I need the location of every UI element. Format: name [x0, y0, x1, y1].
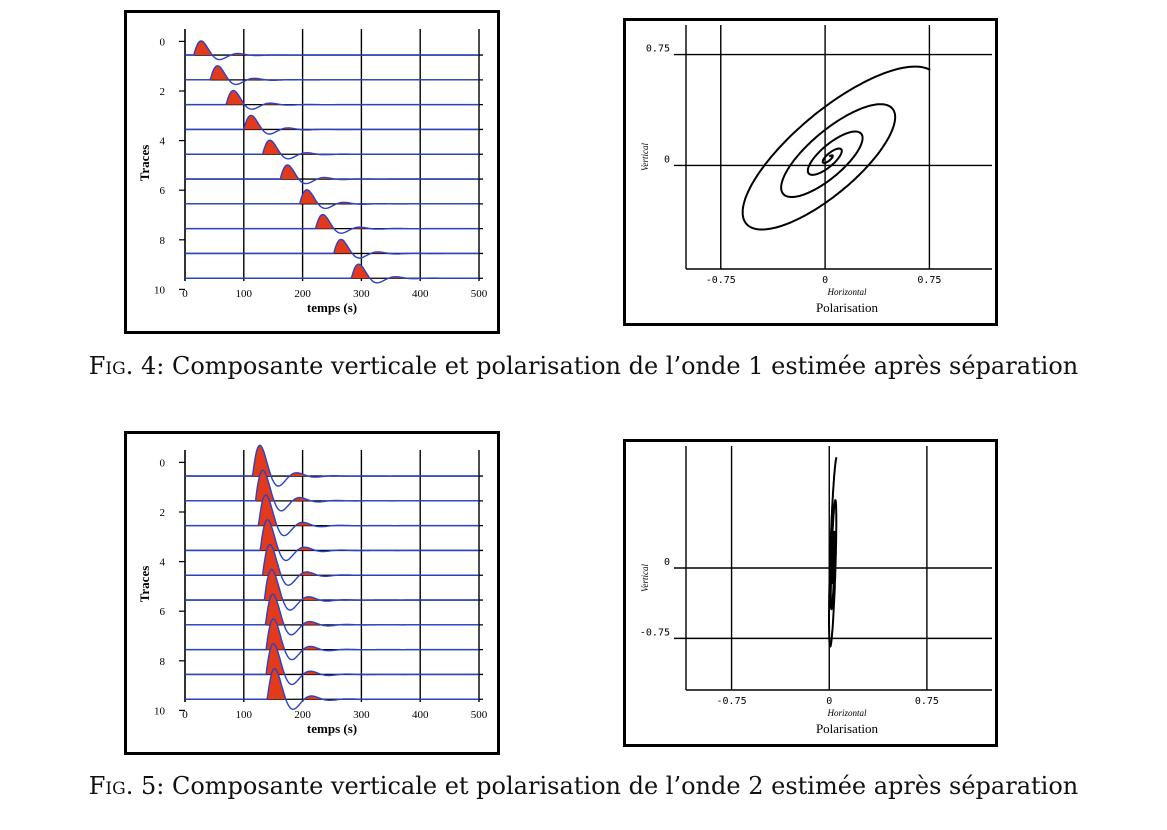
x-tick-label: 500	[471, 709, 488, 721]
trace-line-3	[185, 519, 479, 562]
fig5-polarisation-panel: -0.75 0 0.75 0 -0.75 Horizontal Polarisation Ve…	[623, 439, 998, 747]
y-tick-label: 0	[160, 457, 166, 469]
trace-line-5	[185, 164, 479, 185]
x-tick-label: 0	[182, 288, 188, 300]
y-tick-label: 6	[160, 185, 166, 197]
x-tick-label: 0	[822, 275, 828, 286]
y-axis-label: Vertical	[640, 143, 650, 171]
x-tick-label: 400	[412, 288, 429, 300]
y-tick-label: 6	[160, 606, 166, 618]
trace-fill-1	[210, 65, 293, 80]
fig5-caption-text: Composante verticale et polarisation de …	[171, 772, 1079, 800]
y-tick-label: -0.75	[640, 627, 670, 638]
x-tick-label: 200	[294, 709, 311, 721]
trace-fill-6	[299, 189, 382, 204]
trace-line-0	[185, 40, 479, 61]
x-tick-label: 500	[471, 288, 488, 300]
y-tick-label: 4	[160, 557, 166, 569]
x-axis-label: Horizontal	[826, 287, 867, 297]
x-tick-label: 100	[236, 709, 253, 721]
trace-line-6	[185, 189, 479, 210]
y-tick-label: 10	[154, 284, 166, 296]
trace-line-1	[185, 65, 479, 86]
x-tick-label: 0	[182, 709, 188, 721]
x-tick-label: -0.75	[706, 275, 736, 286]
trace-line-7	[185, 618, 479, 661]
trace-line-5	[185, 568, 479, 611]
y-tick-label: 0	[664, 557, 670, 568]
trace-line-4	[185, 139, 479, 160]
x-tick-label: 100	[236, 288, 253, 300]
trace-line-8	[185, 642, 479, 686]
x-tick-label: 200	[294, 288, 311, 300]
y-tick-label: 8	[160, 656, 166, 668]
fig5-caption: Fig. 5: Composante verticale et polarisa…	[0, 772, 1167, 800]
polarisation-trajectory	[828, 456, 838, 648]
fig4-caption-text: Composante verticale et polarisation de …	[171, 352, 1079, 380]
trace-line-0	[185, 444, 479, 487]
y-tick-label: 4	[160, 136, 166, 148]
y-axis-label: Traces	[137, 566, 152, 603]
y-tick-label: 2	[160, 507, 166, 519]
fig5-traces-chart: 0 100 200 300 400 500 0 2 4 6 8 10 temps (s) Traces	[137, 444, 488, 736]
trace-line-9	[185, 667, 479, 710]
fig4-caption: Fig. 4: Composante verticale et polarisa…	[0, 352, 1167, 380]
fig4-polarisation-panel: -0.75 0 0.75 0 0.75 Horizontal Polarisation Ver…	[623, 18, 998, 326]
x-axis-label: temps (s)	[307, 721, 357, 736]
trace-fill-9	[267, 668, 350, 700]
trace-line-3	[185, 114, 479, 135]
fig5-polarisation-chart: -0.75 0 0.75 0 -0.75 Horizontal Polarisation Ve…	[640, 446, 992, 736]
trace-line-9	[185, 263, 479, 284]
trace-fill-9	[351, 264, 434, 279]
trace-line-2	[185, 494, 479, 537]
x-tick-label: 0	[826, 696, 832, 707]
x-axis-label: temps (s)	[307, 300, 357, 315]
y-tick-label: 0	[664, 154, 670, 165]
fig4-traces-panel: 0 100 200 300 400 500 0 2 4 6 8 10 temps (s) Traces	[124, 10, 500, 334]
chart-title: Polarisation	[816, 721, 879, 736]
x-tick-label: 400	[412, 709, 429, 721]
x-tick-label: 0.75	[917, 275, 941, 286]
trace-line-1	[185, 469, 479, 512]
trace-line-2	[185, 89, 479, 110]
y-tick-label: 0	[160, 36, 166, 48]
trace-fill-5	[280, 165, 363, 179]
trace-fill-8	[333, 239, 417, 254]
y-tick-label: 8	[160, 235, 166, 247]
y-axis-label: Vertical	[640, 564, 650, 592]
x-tick-label: 300	[353, 709, 370, 721]
trace-line-8	[185, 238, 479, 259]
trace-line-4	[185, 543, 479, 586]
trace-fill-4	[262, 140, 345, 155]
trace-fill-0	[193, 41, 277, 55]
chart-title: Polarisation	[816, 300, 879, 315]
y-tick-label: 0.75	[646, 44, 670, 55]
x-tick-label: -0.75	[717, 696, 747, 707]
x-axis-label: Horizontal	[826, 708, 867, 718]
fig5-traces-panel: 0 100 200 300 400 500 0 2 4 6 8 10 temps (s) Traces	[124, 431, 500, 755]
trace-line-6	[185, 593, 479, 636]
trace-fill-3	[243, 115, 327, 130]
trace-fill-7	[315, 214, 398, 229]
trace-fill-2	[226, 90, 309, 105]
x-tick-label: 0.75	[915, 696, 939, 707]
y-tick-label: 2	[160, 86, 166, 98]
y-axis-label: Traces	[137, 145, 152, 182]
fig4-caption-prefix: Fig. 4:	[88, 352, 165, 380]
x-tick-label: 300	[353, 288, 370, 300]
trace-line-7	[185, 213, 479, 234]
fig4-polarisation-chart: -0.75 0 0.75 0 0.75 Horizontal Polarisation Ver…	[640, 25, 992, 315]
fig5-caption-prefix: Fig. 5:	[88, 772, 165, 800]
y-tick-label: 10	[154, 705, 166, 717]
fig4-traces-chart: 0 100 200 300 400 500 0 2 4 6 8 10 temps (s) Traces	[137, 29, 488, 315]
polarisation-trajectory	[741, 65, 931, 231]
